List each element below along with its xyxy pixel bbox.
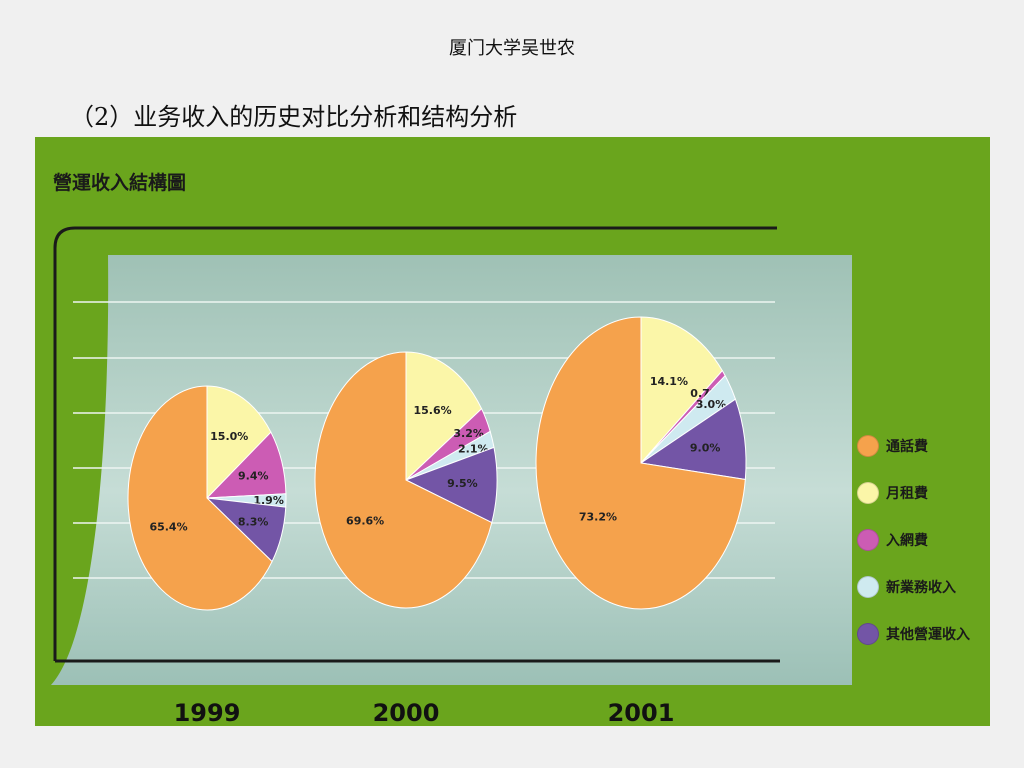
legend-item: 月租費 (857, 469, 987, 516)
data-label: 8.3% (238, 515, 269, 528)
legend-swatch (857, 575, 879, 598)
pie-slice (404, 446, 498, 524)
pie-slice (206, 385, 272, 500)
legend-item: 新業務收入 (857, 563, 987, 610)
data-label: 14.1% (650, 375, 688, 388)
data-label: 1.9% (253, 494, 284, 507)
legend-label: 新業務收入 (886, 579, 956, 596)
legend-label: 其他營運收入 (886, 626, 970, 643)
x-tick-label: 2001 (608, 699, 675, 726)
pie-chart: 15.0%9.4%1.9%8.3%65.4%15.6%3.2%2.1%9.5%6… (51, 171, 852, 726)
legend-item: 通話費 (857, 422, 987, 469)
pie-slice (640, 316, 723, 465)
legend-label: 月租費 (886, 485, 928, 502)
data-label: 9.0% (690, 442, 721, 455)
legend-label: 通話費 (886, 438, 928, 455)
data-label: 3.2% (453, 427, 484, 440)
legend-label: 入網費 (886, 532, 928, 549)
data-label: 3.0% (696, 398, 727, 411)
legend-swatch (857, 622, 879, 645)
pie-slice (127, 385, 273, 611)
data-label: 9.5% (447, 477, 478, 490)
data-label: 69.6% (346, 515, 384, 528)
pie-slice (314, 351, 493, 609)
header-text: 厦门大学吴世农 (449, 38, 575, 59)
chart-frame-top (53, 226, 777, 661)
chart-title: 營運收入結構圖 (53, 171, 186, 194)
data-label: 65.4% (149, 521, 187, 534)
data-label: 73.2% (579, 510, 617, 523)
chart-panel: 15.0% 9.4% 1.9% 8.3% 65.4% 15.6% 3.2% 2.1% 9.5% 6… (35, 137, 990, 726)
legend-item: 其他營運收入 (857, 610, 987, 657)
pie-slice (639, 398, 747, 481)
legend-swatch (857, 434, 879, 457)
legend-item: 入網費 (857, 516, 987, 563)
slide-subtitle: （2）业务收入的历史对比分析和结构分析 (70, 103, 518, 131)
legend-swatch (857, 481, 879, 504)
pie-slice (405, 351, 483, 482)
x-tick-label: 1999 (174, 699, 241, 726)
data-label: 9.4% (238, 469, 269, 482)
legend-swatch (857, 528, 879, 551)
chart-legend: 通話費月租費入網費新業務收入其他營運收入 (857, 422, 987, 657)
pie-slice (535, 316, 746, 610)
data-label: 15.6% (413, 404, 451, 417)
data-label: 15.0% (210, 430, 248, 443)
x-tick-label: 2000 (373, 699, 440, 726)
